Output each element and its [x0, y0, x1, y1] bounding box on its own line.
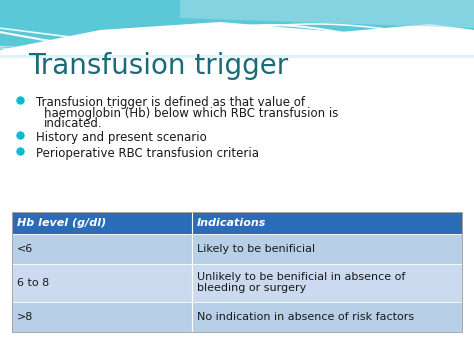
- Text: indicated.: indicated.: [44, 117, 103, 130]
- Polygon shape: [180, 0, 474, 28]
- Text: 6 to 8: 6 to 8: [17, 278, 49, 288]
- Text: Indications: Indications: [197, 218, 266, 228]
- Polygon shape: [0, 0, 474, 52]
- Bar: [12, 212, 462, 332]
- Text: Transfusion trigger is defined as that value of: Transfusion trigger is defined as that v…: [36, 96, 305, 109]
- Polygon shape: [0, 18, 474, 58]
- Text: No indication in absence of risk factors: No indication in absence of risk factors: [197, 312, 414, 322]
- Text: <6: <6: [17, 244, 33, 254]
- Text: >8: >8: [17, 312, 33, 322]
- Text: Transfusion trigger: Transfusion trigger: [28, 52, 288, 80]
- Polygon shape: [0, 10, 474, 58]
- Polygon shape: [0, 22, 474, 55]
- Text: Likely to be benificial: Likely to be benificial: [197, 244, 315, 254]
- Bar: [12, 302, 462, 332]
- Text: Unlikely to be benificial in absence of: Unlikely to be benificial in absence of: [197, 272, 405, 282]
- Text: haemoglobin (Hb) below which RBC transfusion is: haemoglobin (Hb) below which RBC transfu…: [44, 106, 338, 120]
- Text: Hb level (g/dl): Hb level (g/dl): [17, 218, 106, 228]
- Polygon shape: [0, 48, 474, 355]
- Text: History and present scenario: History and present scenario: [36, 131, 207, 144]
- Polygon shape: [0, 0, 474, 58]
- Text: Perioperative RBC transfusion criteria: Perioperative RBC transfusion criteria: [36, 147, 259, 160]
- Bar: [12, 234, 462, 264]
- Bar: [12, 264, 462, 302]
- Text: bleeding or surgery: bleeding or surgery: [197, 283, 306, 293]
- Bar: [12, 212, 462, 234]
